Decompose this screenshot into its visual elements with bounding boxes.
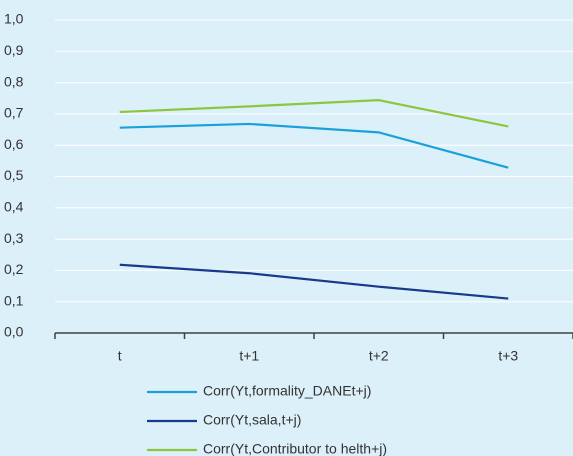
y-tick-label: 0,7 — [4, 105, 24, 121]
x-tick-label: t — [118, 348, 122, 364]
legend-label: Corr(Yt,formality_DANEt+j) — [203, 383, 371, 399]
x-tick-label: t+1 — [239, 348, 259, 364]
y-tick-label: 0,2 — [4, 261, 24, 277]
y-tick-label: 0,1 — [4, 292, 24, 308]
x-tick-label: t+2 — [369, 348, 389, 364]
series-line — [119, 263, 509, 300]
y-tick-label: 0,0 — [4, 324, 24, 340]
series-line — [119, 122, 509, 169]
y-tick-label: 0,3 — [4, 230, 24, 246]
y-tick-label: 0,9 — [4, 42, 24, 58]
legend-label: Corr(Yt,Contributor to helth+j) — [203, 441, 387, 456]
y-tick-label: 1,0 — [4, 11, 24, 27]
y-tick-label: 0,8 — [4, 73, 24, 89]
y-tick-label: 0,4 — [4, 199, 24, 215]
x-tick-label: t+3 — [498, 348, 518, 364]
y-tick-label: 0,5 — [4, 167, 24, 183]
y-tick-label: 0,6 — [4, 136, 24, 152]
series-line — [119, 99, 509, 128]
legend-label: Corr(Yt,sala,t+j) — [203, 412, 301, 428]
